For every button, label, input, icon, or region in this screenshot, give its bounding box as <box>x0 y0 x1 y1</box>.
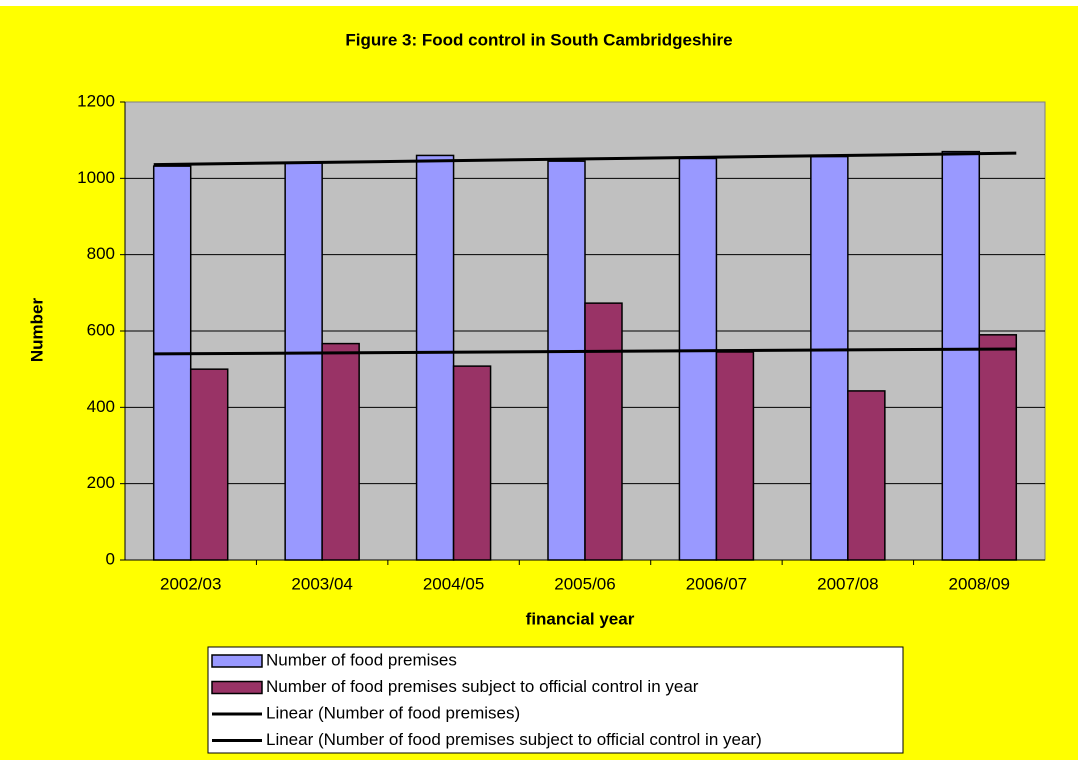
x-tick-label: 2005/06 <box>554 574 615 593</box>
legend-label: Number of food premises subject to offic… <box>266 677 699 696</box>
trend-line <box>153 151 1017 167</box>
y-tick-label: 1000 <box>77 168 115 187</box>
bar <box>189 368 229 561</box>
legend-label: Number of food premises <box>266 650 457 669</box>
y-tick-label: 1200 <box>77 91 115 110</box>
bar <box>152 165 192 561</box>
bar <box>415 154 455 561</box>
y-axis-label: Number <box>27 298 46 363</box>
trend-line <box>153 347 1017 356</box>
legend-label: Linear (Number of food premises) <box>266 703 520 722</box>
chart-title: Figure 3: Food control in South Cambridg… <box>345 30 732 49</box>
x-axis-label: financial year <box>526 609 635 628</box>
x-tick-label: 2006/07 <box>686 574 747 593</box>
x-tick-label: 2004/05 <box>423 574 484 593</box>
bar <box>584 302 623 561</box>
legend <box>207 646 904 754</box>
y-tick-label: 0 <box>106 549 115 568</box>
y-tick-label: 400 <box>87 397 115 416</box>
y-tick-label: 200 <box>87 473 115 492</box>
bar <box>284 162 323 561</box>
y-tick-label: 800 <box>87 244 115 263</box>
bar <box>321 342 360 561</box>
legend-swatch <box>211 654 263 668</box>
y-tick-label: 600 <box>87 320 115 339</box>
bar <box>941 150 981 561</box>
x-tick-label: 2007/08 <box>817 574 878 593</box>
x-tick-label: 2008/09 <box>949 574 1010 593</box>
bar <box>847 390 886 561</box>
x-tick-label: 2002/03 <box>160 574 221 593</box>
legend-swatch <box>211 680 263 695</box>
bar <box>978 334 1018 561</box>
bar <box>810 155 849 561</box>
bar <box>678 157 718 561</box>
legend-label: Linear (Number of food premises subject … <box>266 730 762 749</box>
bar <box>547 160 586 561</box>
bar <box>715 351 755 561</box>
bar <box>452 365 492 561</box>
x-tick-label: 2003/04 <box>291 574 352 593</box>
